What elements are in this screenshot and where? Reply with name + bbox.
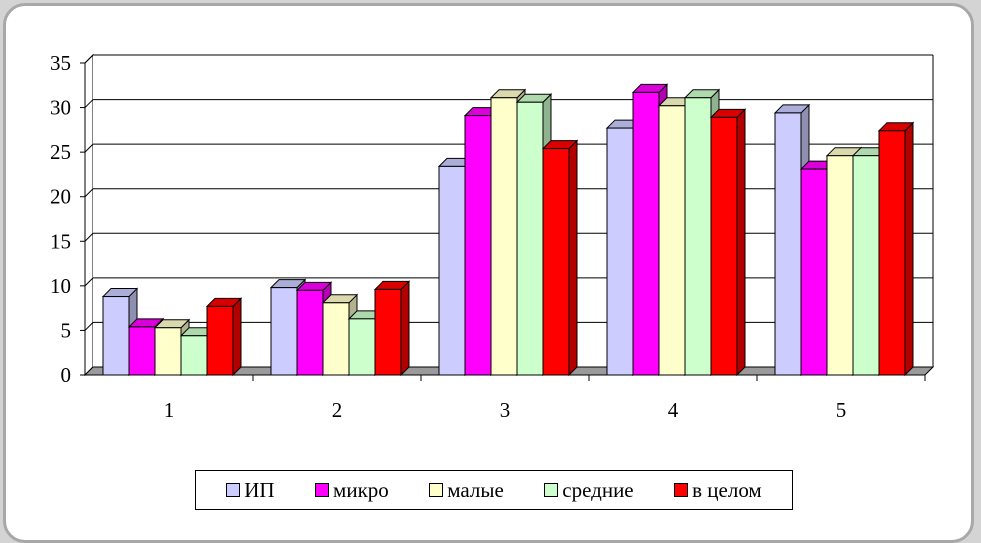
x-tick-label: 4 — [668, 398, 679, 422]
y-tick-label: 15 — [50, 229, 71, 253]
bar — [322, 302, 350, 376]
bar — [438, 165, 466, 376]
legend-label: микро — [333, 477, 389, 502]
bar — [516, 101, 544, 376]
bar — [374, 288, 402, 376]
y-tick-label: 30 — [50, 96, 71, 120]
bar — [102, 296, 130, 376]
legend-swatch — [674, 483, 689, 497]
y-tick-label: 5 — [61, 318, 72, 342]
y-tick-label: 25 — [50, 140, 71, 164]
legend-swatch — [226, 483, 241, 497]
bar — [852, 155, 880, 376]
legend-item: средние — [544, 477, 634, 503]
gridline — [84, 54, 933, 64]
bar — [774, 112, 802, 376]
x-tick-label: 5 — [836, 398, 847, 422]
bar — [296, 289, 324, 376]
legend-item: в целом — [674, 478, 762, 503]
bar — [542, 148, 570, 376]
bar — [710, 116, 738, 376]
bar-side — [232, 297, 242, 377]
legend-item: малые — [429, 478, 504, 503]
bar — [180, 335, 208, 376]
legend-label: в целом — [692, 477, 762, 502]
bar — [606, 127, 634, 376]
legend-label: малые — [447, 477, 504, 502]
bar-side — [400, 280, 410, 377]
y-tick-label: 0 — [61, 363, 72, 387]
legend-label: средние — [562, 477, 634, 502]
bar — [658, 105, 686, 376]
legend-swatch — [315, 483, 330, 497]
bar-chart: 0 5 10 15 20 25 30 35 1 2 3 4 5 — [50, 51, 935, 422]
bar — [800, 168, 828, 376]
bar — [464, 115, 492, 376]
bar — [128, 326, 156, 376]
bar — [826, 155, 854, 376]
bar-side — [568, 139, 578, 377]
legend-swatch — [429, 483, 444, 497]
legend-label: ИП — [244, 477, 275, 502]
bar — [632, 91, 660, 376]
x-tick-label: 3 — [500, 398, 511, 422]
bar — [348, 318, 376, 376]
bar — [684, 97, 712, 376]
legend-item: ИП — [226, 477, 275, 503]
bar-side — [904, 121, 914, 377]
x-tick-label: 2 — [332, 398, 343, 422]
x-tick-label: 1 — [164, 398, 175, 422]
bar — [154, 327, 182, 376]
y-tick-label: 20 — [50, 185, 71, 209]
bar — [270, 287, 298, 376]
bar-side — [736, 108, 746, 377]
bar — [490, 97, 518, 376]
bar — [878, 130, 906, 376]
y-tick-label: 35 — [50, 51, 71, 75]
legend-item: микро — [315, 478, 389, 503]
bar — [206, 305, 234, 376]
legend-swatch — [544, 483, 559, 497]
legend: ИП микро малые средние в целом — [195, 470, 793, 510]
y-tick-label: 10 — [50, 274, 71, 298]
